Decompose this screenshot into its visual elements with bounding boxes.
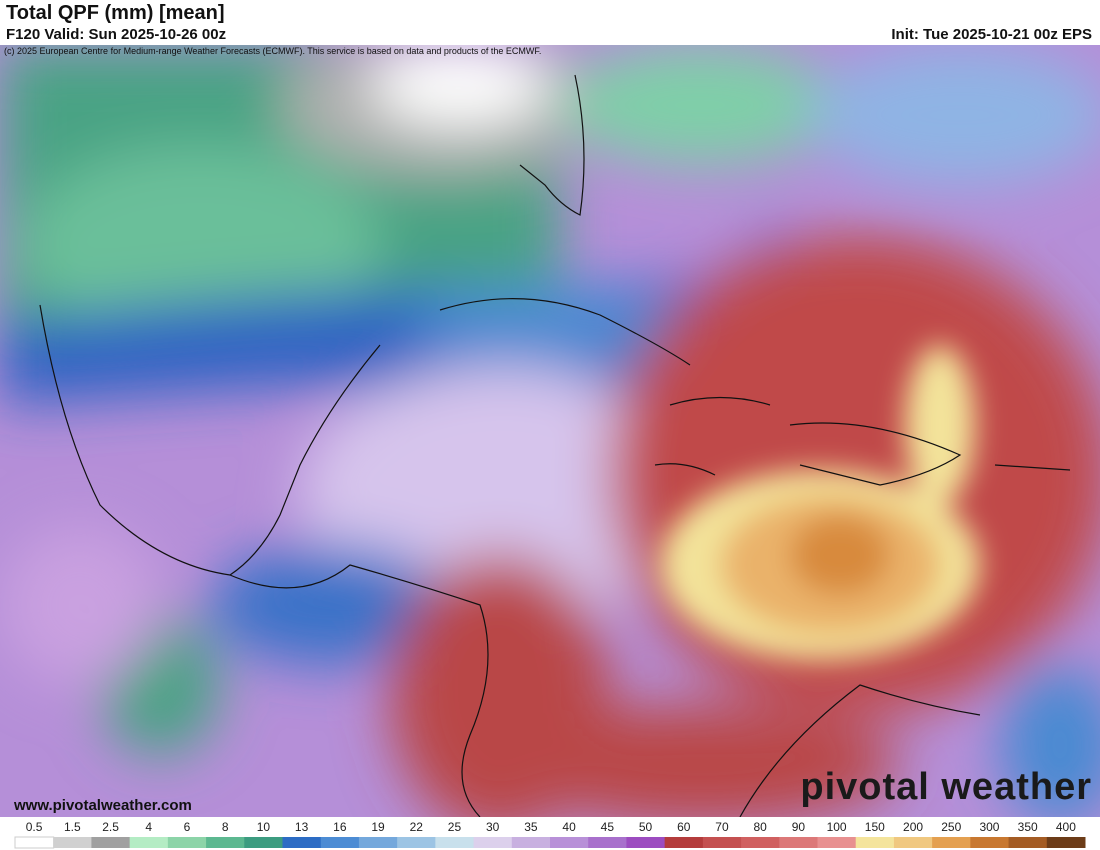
- colorbar-cell: [53, 837, 92, 848]
- copyright: (c) 2025 European Centre for Medium-rang…: [4, 46, 542, 56]
- colorbar: 0.5 1.5 2.5 4 6 8 10 13 16 19 22 25 30 35 40 45 50 60 70 80…: [14, 820, 1086, 849]
- colorbar-label: 40: [562, 820, 576, 834]
- colorbar-cell: [664, 837, 704, 848]
- colorbar-label: 70: [715, 820, 729, 834]
- colorbar-cell: [893, 837, 933, 848]
- logo: pivotal weather: [800, 766, 1092, 808]
- colorbar-label: 45: [601, 820, 615, 834]
- colorbar-label: 90: [792, 820, 806, 834]
- colorbar-label: 50: [639, 820, 653, 834]
- colorbar-cell: [932, 837, 971, 848]
- colorbar-label: 10: [257, 820, 271, 834]
- colorbar-cell: [473, 837, 513, 848]
- colorbar-cell: [855, 837, 895, 848]
- website: www.pivotalweather.com: [14, 797, 192, 814]
- colorbar-cell: [91, 837, 131, 848]
- colorbar-cell: [550, 837, 589, 848]
- colorbar-label: 150: [865, 820, 885, 834]
- colorbar-label: 19: [371, 820, 385, 834]
- colorbar-label: 22: [410, 820, 424, 834]
- title: Total QPF (mm) [mean]: [6, 2, 225, 24]
- colorbar-label: 4: [145, 820, 152, 834]
- colorbar-label: 100: [827, 820, 847, 834]
- colorbar-label: 80: [753, 820, 767, 834]
- valid-time: F120 Valid: Sun 2025-10-26 00z: [6, 26, 227, 43]
- colorbar-cell: [779, 837, 818, 848]
- colorbar-label: 400: [1056, 820, 1076, 834]
- colorbar-cell: [511, 837, 551, 848]
- colorbar-label: 1.5: [64, 820, 81, 834]
- colorbar-cell: [167, 837, 207, 848]
- colorbar-cell: [588, 837, 627, 848]
- colorbar-label: 6: [184, 820, 191, 834]
- colorbar-cell: [129, 837, 169, 848]
- colorbar-cell: [626, 837, 666, 848]
- colorbar-label: 200: [903, 820, 923, 834]
- colorbar-cell: [14, 836, 55, 849]
- colorbar-label: 35: [524, 820, 538, 834]
- colorbar-label: 0.5: [26, 820, 43, 834]
- colorbar-label: 13: [295, 820, 309, 834]
- colorbar-label: 8: [222, 820, 229, 834]
- colorbar-cell: [358, 837, 398, 848]
- colorbar-cell: [320, 837, 360, 848]
- colorbar-label: 16: [333, 820, 347, 834]
- colorbar-cell: [1046, 837, 1086, 848]
- colorbar-label: 300: [979, 820, 999, 834]
- colorbar-cell: [206, 837, 245, 848]
- colorbar-cell: [741, 837, 780, 848]
- colorbar-cell: [282, 837, 322, 848]
- colorbar-cell: [244, 837, 283, 848]
- init-time: Init: Tue 2025-10-21 00z EPS: [891, 26, 1092, 43]
- colorbar-label: 250: [941, 820, 961, 834]
- colorbar-cell: [817, 837, 857, 848]
- colorbar-label: 2.5: [102, 820, 119, 834]
- colorbar-cell: [1008, 837, 1048, 848]
- colorbar-label: 30: [486, 820, 500, 834]
- colorbar-cell: [970, 837, 1010, 848]
- colorbar-cell: [397, 837, 436, 848]
- colorbar-label: 25: [448, 820, 462, 834]
- colorbar-label: 60: [677, 820, 691, 834]
- precip-map: [0, 45, 1100, 817]
- colorbar-label: 350: [1018, 820, 1038, 834]
- colorbar-cell: [435, 837, 475, 848]
- colorbar-cell: [702, 837, 742, 848]
